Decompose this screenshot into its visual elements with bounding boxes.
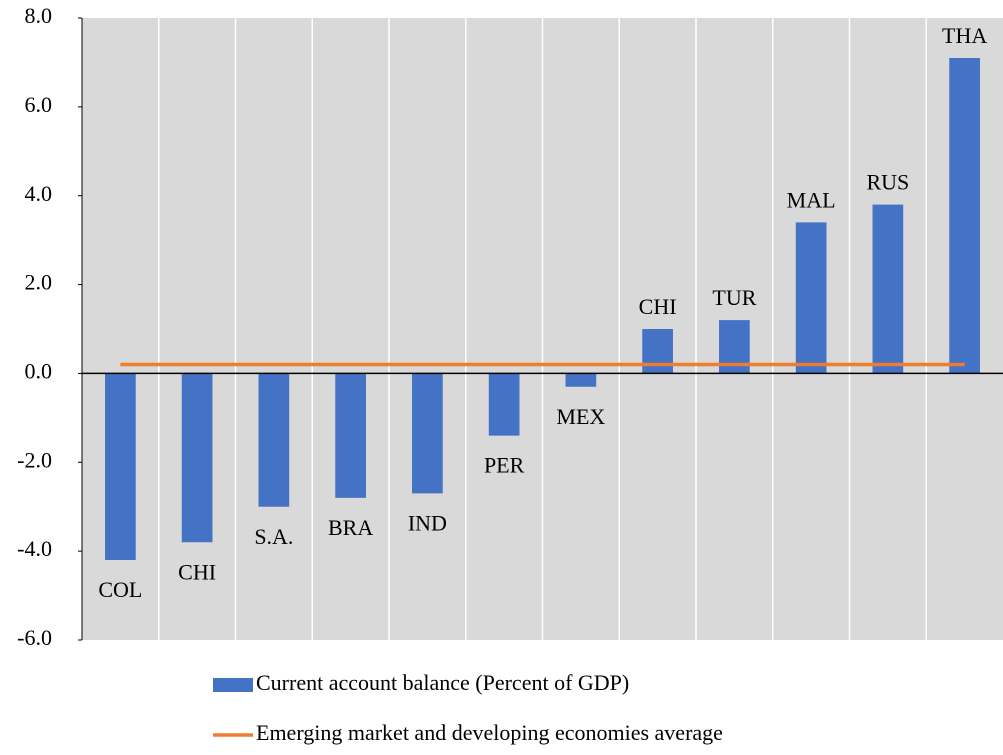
bar [335,373,366,498]
y-tick-label: -2.0 [17,447,52,472]
bar-label: MAL [787,187,836,212]
bar-label: THA [942,23,987,48]
bar [642,329,673,374]
legend-label: Emerging market and developing economies… [256,720,723,745]
legend-swatch [213,678,253,692]
bar-label: CHI [639,294,677,319]
bar-label: CHI [178,559,216,584]
y-tick-label: 4.0 [25,181,53,206]
bar [795,222,827,374]
y-tick-label: 6.0 [25,92,53,117]
y-tick-label: 8.0 [25,3,53,28]
bar [412,373,443,494]
y-tick-label: 0.0 [25,358,53,383]
bar-label: PER [484,453,525,478]
bar-label: COL [98,577,142,602]
bar [105,373,136,561]
bar [565,373,597,387]
bar-label: IND [408,510,447,535]
bar [181,373,213,543]
legend-label: Current account balance (Percent of GDP) [256,670,629,695]
bar-label: MEX [556,404,605,429]
y-tick-label: 2.0 [25,270,53,295]
y-tick-label: -4.0 [17,536,52,561]
bar [488,373,520,436]
bar-label: RUS [866,170,909,195]
y-tick-label: -6.0 [17,625,52,650]
bar [258,373,290,507]
bar-label: S.A. [254,524,293,549]
bar [949,57,980,374]
bar-label: TUR [712,285,756,310]
bar [872,204,904,374]
bar-label: BRA [328,515,373,540]
